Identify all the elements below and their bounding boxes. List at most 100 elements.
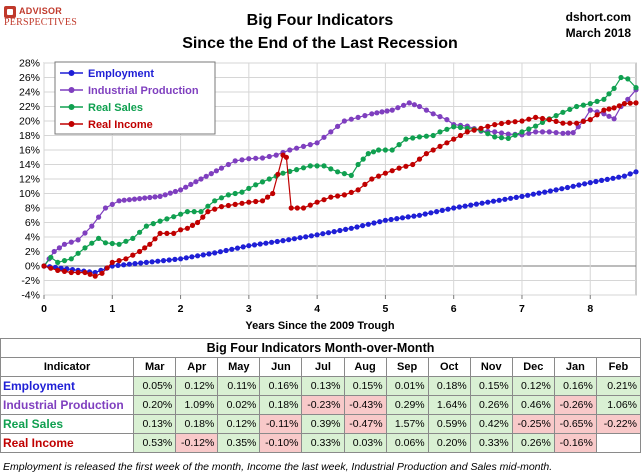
data-point — [587, 117, 593, 123]
data-point — [451, 205, 457, 211]
table-cell: 0.15% — [469, 376, 513, 396]
data-point — [265, 194, 271, 200]
data-point — [297, 235, 303, 241]
data-point — [519, 118, 525, 124]
y-tick-label: 18% — [19, 130, 40, 142]
data-point — [239, 189, 245, 195]
data-point — [275, 171, 281, 177]
data-point — [166, 257, 172, 263]
data-point — [416, 156, 423, 162]
data-point — [574, 120, 580, 126]
data-point — [348, 116, 354, 122]
table-cell: -0.12% — [175, 433, 219, 453]
data-point — [225, 161, 231, 168]
header-month-jun: Jun — [259, 357, 303, 377]
data-point — [259, 198, 266, 204]
data-point — [191, 209, 197, 215]
data-point — [102, 240, 109, 246]
data-point — [109, 201, 115, 207]
month-over-month-table: Big Four Indicators Month-over-Month Ind… — [0, 338, 641, 453]
table-header-row: Indicator Mar Apr May Jun Jul Aug Sep Oct Nov Dec… — [0, 357, 641, 377]
data-point — [308, 233, 314, 239]
data-point — [405, 214, 411, 220]
header-month-jul: Jul — [301, 357, 345, 377]
data-point — [430, 132, 436, 139]
table-cell: 0.26% — [511, 433, 555, 453]
data-point — [253, 155, 259, 161]
data-point — [82, 245, 88, 251]
data-point — [335, 193, 341, 199]
x-tick-label: 6 — [451, 303, 457, 315]
header-month-aug: Aug — [343, 357, 387, 377]
chart-title-line1: Big Four Indicators — [246, 12, 394, 29]
data-point — [291, 236, 297, 242]
data-point — [512, 119, 518, 125]
data-point — [208, 171, 214, 177]
data-point — [526, 116, 532, 122]
data-point — [234, 245, 241, 251]
data-point — [126, 261, 132, 267]
data-point — [526, 126, 532, 132]
data-point — [384, 108, 390, 114]
data-point — [232, 190, 238, 197]
table-cell: 0.11% — [217, 376, 261, 396]
data-point — [218, 165, 225, 171]
data-point — [576, 182, 582, 188]
header-indicator: Indicator — [0, 357, 135, 377]
table-cell: -0.10% — [259, 433, 303, 453]
data-point — [362, 113, 368, 119]
data-point — [533, 114, 539, 120]
data-point — [321, 197, 327, 203]
data-point — [300, 165, 307, 171]
data-point — [75, 237, 81, 243]
data-point — [82, 230, 88, 236]
data-point — [218, 195, 225, 201]
data-point — [178, 256, 184, 262]
data-point — [253, 198, 259, 205]
data-point — [451, 136, 457, 142]
data-point — [167, 190, 173, 196]
data-point — [396, 165, 402, 171]
table-cell: 0.15% — [343, 376, 387, 396]
data-point — [55, 267, 61, 273]
data-point — [403, 163, 409, 169]
data-point — [355, 187, 361, 193]
data-point — [434, 209, 440, 215]
data-point — [411, 102, 417, 108]
data-point — [335, 123, 341, 129]
table-cell: 0.20% — [427, 433, 471, 453]
table-cell: 0.26% — [469, 395, 513, 415]
data-point — [162, 192, 168, 198]
header-month-may: May — [217, 357, 261, 377]
data-point — [519, 129, 525, 135]
data-point — [178, 227, 184, 233]
table-cell: 0.18% — [427, 376, 471, 396]
y-tick-label: -4% — [21, 290, 40, 302]
data-point — [328, 194, 334, 200]
data-point — [468, 202, 474, 208]
data-point — [130, 235, 136, 241]
data-point — [283, 154, 289, 160]
data-point — [286, 237, 292, 243]
data-point — [303, 234, 309, 240]
table-row: Real Income 0.53% -0.12% 0.35% -0.10% 0.33% 0.… — [0, 433, 641, 453]
data-point — [259, 179, 266, 185]
data-point — [104, 265, 110, 271]
table-cell: 0.13% — [301, 376, 345, 396]
table-cell: 0.35% — [217, 433, 261, 453]
data-point — [625, 96, 631, 102]
data-point — [464, 129, 470, 135]
data-point — [513, 194, 519, 200]
data-point — [149, 259, 155, 265]
data-point — [253, 182, 259, 188]
y-tick-label: 28% — [19, 58, 40, 70]
data-point — [389, 168, 395, 174]
data-point — [580, 102, 587, 108]
data-point — [288, 205, 294, 211]
data-point — [457, 124, 464, 131]
data-point — [567, 120, 573, 126]
data-point — [485, 199, 491, 205]
data-point — [195, 253, 201, 259]
data-point — [369, 111, 375, 117]
data-point — [321, 163, 327, 169]
